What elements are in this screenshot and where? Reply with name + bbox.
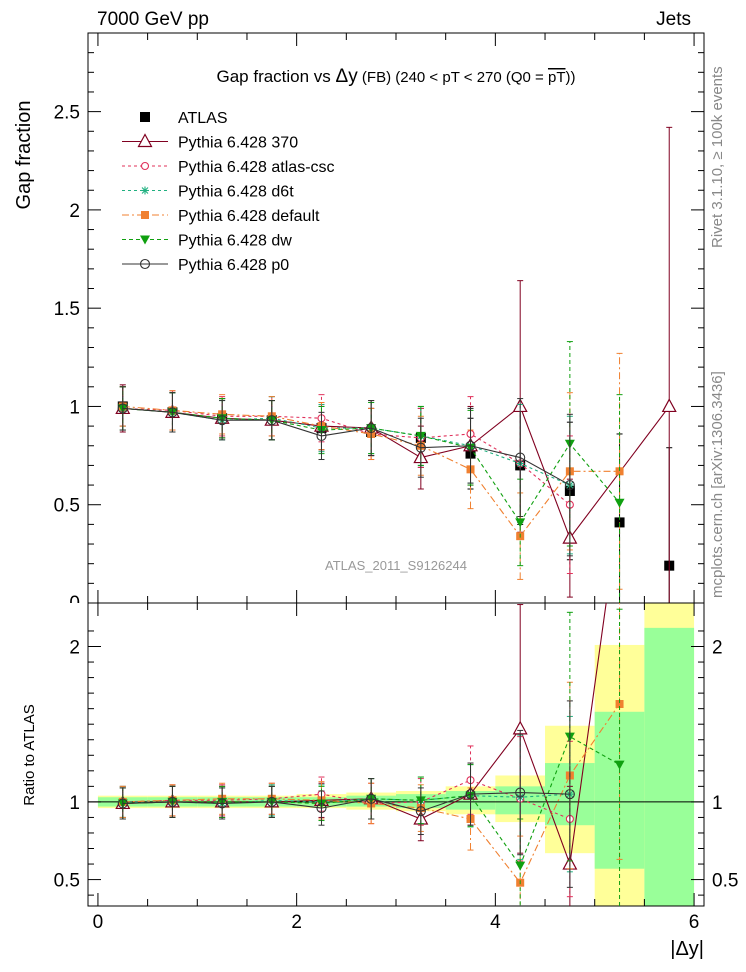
- title-prefix: Gap fraction vs: [216, 67, 335, 86]
- data-point: [140, 112, 150, 122]
- main-ytick-label: 1.5: [54, 299, 80, 320]
- title-delta-y: Δy: [336, 66, 359, 87]
- main-plot-panel: Gap fraction Gap fraction vs Δy (FB) (24…: [0, 32, 705, 615]
- data-point: [137, 133, 153, 148]
- series-line: [122, 407, 571, 506]
- title-end: )): [566, 69, 576, 86]
- x-axis-label: |Δy|: [670, 938, 704, 960]
- series-layer: [115, 603, 625, 906]
- data-point: [167, 796, 178, 807]
- series-line: [122, 407, 571, 486]
- data-point: [316, 803, 327, 814]
- main-ytick-label: 2.5: [54, 103, 80, 124]
- legend-item: ATLAS: [140, 110, 228, 127]
- data-point: [141, 211, 149, 219]
- legend-label: Pythia 6.428 dw: [178, 233, 292, 250]
- data-point: [217, 798, 228, 809]
- data-point: [465, 440, 476, 451]
- watermark-analysis-id: ATLAS_2011_S9126244: [325, 558, 467, 573]
- data-point: [266, 415, 277, 426]
- legend-label: Pythia 6.428 atlas-csc: [178, 159, 335, 176]
- legend-label: ATLAS: [178, 110, 228, 127]
- data-point: [316, 430, 327, 441]
- series-atlas: [117, 386, 675, 603]
- chart-title: Gap fraction vs Δy (FB) (240 < pT < 270 …: [216, 66, 575, 87]
- series-pythia-6-428-default: [118, 352, 624, 590]
- series-line: [122, 407, 620, 524]
- x-tick-label: 0: [93, 912, 104, 933]
- ratio-ytick-label: 0.5: [54, 871, 80, 892]
- main-ytick-label: 1: [69, 397, 80, 418]
- legend-label: Pythia 6.428 d6t: [178, 184, 294, 201]
- header-jets-label: Jets: [656, 9, 691, 30]
- data-point: [515, 518, 526, 528]
- legend-label: Pythia 6.428 p0: [178, 257, 289, 274]
- series-line: [122, 779, 571, 820]
- ratio-plot-panel: Ratio to ATLAS |Δy| 0.5 0.5 1 1 2 2 0 2 4 6: [21, 602, 738, 960]
- title-rest: (FB) (240 < pT < 270 (Q0 =: [358, 69, 548, 86]
- series-layer: [115, 126, 677, 603]
- ratio-ytick-label-right: 0.5: [712, 871, 738, 892]
- data-point: [366, 423, 377, 434]
- main-ytick-label: 0.5: [54, 496, 80, 517]
- x-tick-label: 2: [291, 912, 302, 933]
- data-point: [661, 398, 677, 413]
- ratio-ytick-label-right: 1: [712, 793, 723, 814]
- data-point: [217, 415, 228, 426]
- data-point: [615, 467, 624, 476]
- ratio-ytick-label: 2: [69, 638, 80, 659]
- legend-item: Pythia 6.428 p0: [122, 257, 289, 274]
- data-point: [564, 480, 575, 491]
- x-tick-label: 6: [689, 912, 700, 933]
- data-point: [515, 452, 526, 463]
- legend-label: Pythia 6.428 370: [178, 135, 298, 152]
- x-tick-label: 4: [490, 912, 501, 933]
- data-point: [415, 442, 426, 453]
- rivet-version-label: Rivet 3.1.10, ≥ 100k events: [709, 66, 726, 248]
- data-point: [515, 787, 526, 798]
- data-point: [140, 235, 150, 245]
- data-point: [415, 806, 426, 817]
- data-point: [614, 498, 625, 508]
- legend-item: Pythia 6.428 default: [122, 208, 320, 225]
- title-pt-overline: pT: [548, 69, 566, 86]
- data-point: [167, 407, 178, 418]
- header-energy-label: 7000 GeV pp: [97, 9, 209, 30]
- legend: ATLAS Pythia 6.428 370 Pythia 6.428 atlas-…: [122, 110, 335, 274]
- data-point: [117, 403, 128, 414]
- data-point: [615, 700, 624, 708]
- data-point: [141, 186, 149, 195]
- data-point: [564, 789, 575, 800]
- main-y-axis-label: Gap fraction: [13, 101, 35, 210]
- series-pythia-6-428-p0: [117, 700, 575, 888]
- data-point: [614, 760, 625, 770]
- data-point: [139, 258, 151, 270]
- data-point: [140, 161, 150, 171]
- star-stroke: [141, 187, 149, 194]
- mcplots-label: mcplots.cern.ch [arXiv:1306.3436]: [709, 371, 726, 598]
- data-point: [515, 861, 526, 871]
- legend-item: Pythia 6.428 atlas-csc: [122, 159, 335, 176]
- main-ytick-label: 2: [69, 201, 80, 222]
- series-line: [122, 792, 570, 812]
- ratio-y-axis-label: Ratio to ATLAS: [21, 704, 38, 805]
- axis-mask: [0, 603, 87, 615]
- legend-item: Pythia 6.428 d6t: [122, 184, 294, 201]
- legend-item: Pythia 6.428 dw: [122, 233, 292, 250]
- series-pythia-6-428-p0: [117, 386, 575, 557]
- data-point: [117, 798, 128, 809]
- legend-label: Pythia 6.428 default: [178, 208, 320, 225]
- data-point: [465, 789, 476, 800]
- ratio-band-stat: [644, 627, 695, 906]
- series-line: [122, 703, 621, 884]
- ratio-ytick-label-right: 2: [712, 638, 723, 659]
- data-point: [266, 796, 277, 807]
- legend-item: Pythia 6.428 370: [122, 133, 298, 152]
- series-line: [122, 405, 670, 540]
- data-point: [366, 793, 377, 804]
- ratio-ytick-label: 1: [69, 793, 80, 814]
